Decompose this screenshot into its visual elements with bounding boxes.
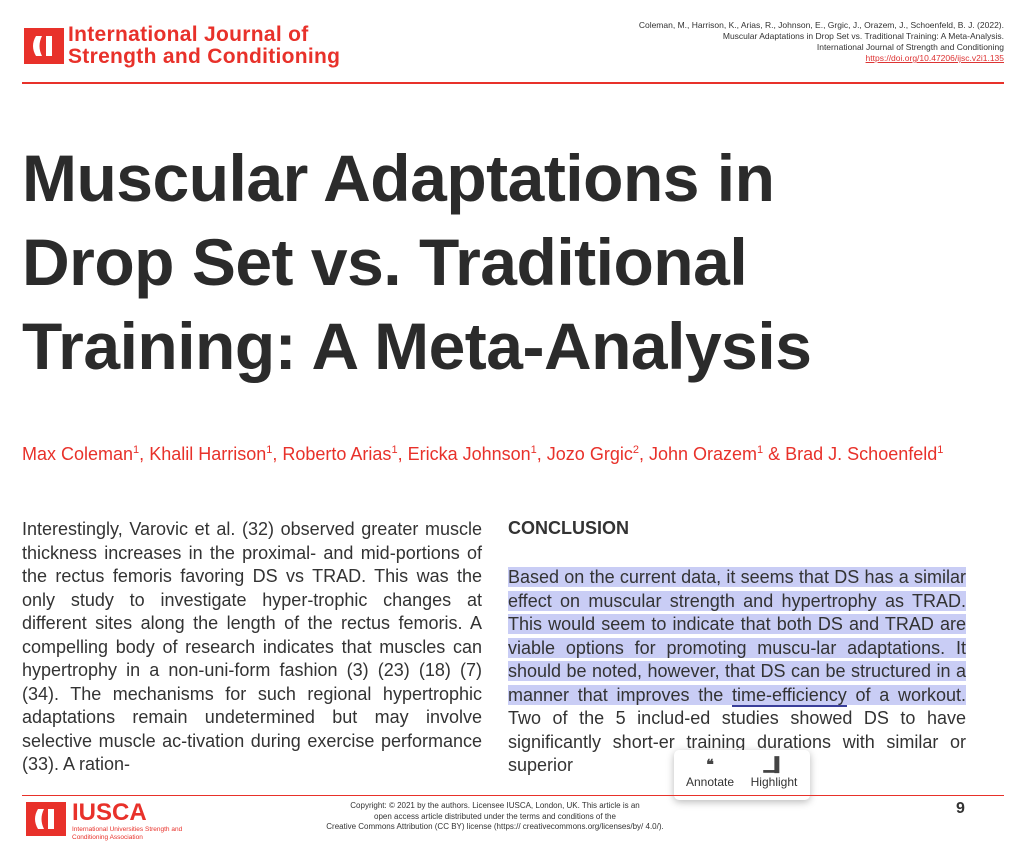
article-title-line2: Drop Set vs. Traditional — [22, 225, 748, 299]
underlined-text: time-efficiency — [732, 684, 847, 707]
author-affiliation: 1 — [757, 444, 764, 456]
journal-title-line2: Strength and Conditioning — [68, 45, 341, 68]
conclusion-text: Based on the current data, it seems that… — [508, 566, 966, 778]
quote-icon: ❝ — [706, 756, 714, 772]
highlight-part-b: of a workout. — [846, 684, 966, 705]
author-list: Max Coleman1, Khalil Harrison1, Roberto … — [22, 438, 1002, 466]
author-separator: , — [139, 444, 150, 464]
footer-divider — [22, 795, 1004, 796]
header-divider — [22, 82, 1004, 84]
copyright-line2: open access article distributed under th… — [374, 811, 616, 821]
author-name: Khalil Harrison — [149, 444, 267, 464]
author-name: Max Coleman — [22, 444, 134, 464]
footer-org-name: IUSCA — [72, 799, 147, 826]
author-name: John Orazem — [648, 444, 758, 464]
author-affiliation: 2 — [632, 444, 639, 456]
highlighted-text[interactable]: Based on the current data, it seems that… — [508, 567, 966, 707]
citation-authors: Coleman, M., Harrison, K., Arias, R., Jo… — [638, 20, 1004, 30]
footer-org-full-name: International Universities Strength and … — [72, 826, 183, 841]
annotate-label: Annotate — [685, 775, 735, 789]
author-name: Jozo Grgic — [546, 444, 633, 464]
citation-journal: International Journal of Strength and Co… — [816, 42, 1004, 52]
author-separator: , — [397, 444, 408, 464]
copyright-line1: Copyright: © 2021 by the authors. Licens… — [350, 801, 640, 810]
selection-popup-toolbar: ❝ Annotate ▁▌ Highlight — [674, 750, 810, 800]
author-name: Ericka Johnson — [407, 444, 531, 464]
conclusion-heading: CONCLUSION — [508, 518, 629, 538]
highlight-label: Highlight — [750, 775, 798, 789]
author-name: Roberto Arias — [282, 444, 392, 464]
conclusion-rest-text: Two of the 5 includ-ed studies showed DS… — [508, 708, 966, 775]
copyright-line3: Creative Commons Attribution (CC BY) lic… — [326, 822, 664, 831]
author-separator-last: & — [763, 444, 786, 464]
doi-link[interactable]: https://doi.org/10.47206/ijsc.v2i1.135 — [865, 53, 1004, 63]
body-text-left-column: Interestingly, Varovic et al. (32) obser… — [22, 519, 482, 774]
journal-logo-icon — [24, 28, 64, 64]
author-affiliation: 1 — [133, 444, 140, 456]
highlighter-icon: ▁▌ — [763, 756, 785, 772]
copyright-notice: Copyright: © 2021 by the authors. Licens… — [300, 801, 690, 833]
author-affiliation: 1 — [266, 444, 273, 456]
citation-block: Coleman, M., Harrison, K., Arias, R., Jo… — [639, 20, 1004, 64]
highlight-button[interactable]: ▁▌ Highlight — [744, 756, 804, 796]
citation-title: Muscular Adaptations in Drop Set vs. Tra… — [722, 31, 1004, 41]
author-affiliation: 1 — [937, 444, 944, 456]
article-title: Muscular Adaptations in Drop Set vs. Tra… — [22, 136, 922, 388]
journal-title-line1: International Journal of — [68, 23, 309, 46]
article-title-line1: Muscular Adaptations in — [22, 141, 775, 215]
author-affiliation: 1 — [391, 444, 398, 456]
author-separator: , — [272, 444, 283, 464]
author-name: Brad J. Schoenfeld — [785, 444, 938, 464]
article-title-line3: Training: A Meta-Analysis — [22, 309, 812, 383]
journal-title: International Journal of Strength and Co… — [68, 24, 340, 68]
author-affiliation: 1 — [530, 444, 537, 456]
author-separator: , — [536, 444, 547, 464]
author-separator: , — [638, 444, 649, 464]
annotate-button[interactable]: ❝ Annotate — [680, 756, 740, 796]
iusca-logo-icon — [26, 802, 66, 836]
highlight-part-a: Based on the current data, it seems that… — [508, 567, 966, 705]
page-number: 9 — [956, 800, 965, 817]
